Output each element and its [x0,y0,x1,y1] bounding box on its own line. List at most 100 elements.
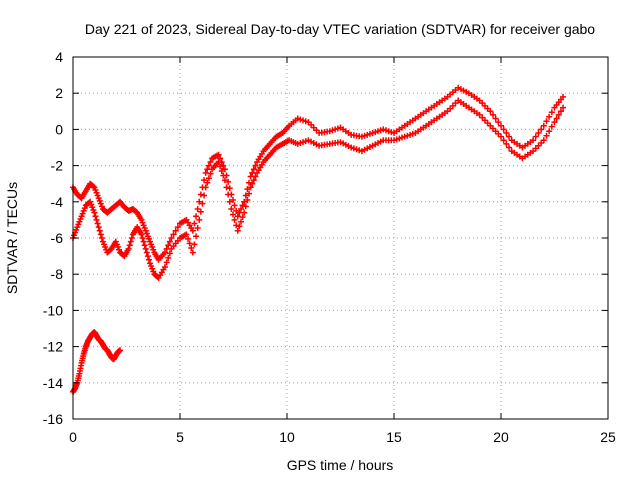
data-point [498,133,504,140]
data-series [70,84,567,395]
data-point [170,231,177,238]
data-point [207,158,214,165]
y-tick-label: 4 [55,49,63,65]
data-point [555,111,562,118]
data-point [168,235,175,241]
data-point [234,227,241,234]
data-point [218,168,225,175]
y-tick-label: -10 [43,302,63,318]
data-point [532,133,539,140]
data-point [165,242,172,249]
data-point [548,123,555,130]
data-point [93,216,100,223]
data-point [217,155,224,162]
data-point [246,179,253,186]
data-point [487,108,494,115]
data-point [242,203,249,210]
data-point [223,184,230,191]
data-point [239,202,246,209]
data-point [241,209,248,216]
data-point [138,231,145,238]
data-point [166,250,173,257]
y-tick-label: -14 [43,375,63,391]
data-point [503,140,510,147]
data-point [189,227,196,234]
data-point [139,235,146,241]
data-point [193,233,200,240]
axis-ticks: 0 5 10 15 20 25 -16 -14 -12 -10 -8 -6 -4 -2 0 2 4 [43,49,616,445]
data-point [560,104,567,111]
data-point [186,240,193,247]
x-tick-label: 10 [279,429,295,445]
y-tick-label: -16 [43,411,63,427]
data-point [237,206,244,213]
data-point [142,245,149,252]
data-point [228,206,235,213]
data-point [220,162,227,169]
data-point [183,231,190,238]
data-point [125,245,132,252]
data-point [503,130,510,137]
data-point [252,173,259,180]
data-point [202,169,209,176]
data-point [244,186,251,193]
data-point [226,198,233,205]
y-tick-label: 2 [55,85,63,101]
series-0 [70,84,567,263]
data-point [143,249,150,256]
data-point [189,249,196,256]
y-tick-label: -6 [51,230,64,246]
data-point [506,133,513,140]
data-point [498,122,504,129]
data-point [244,196,251,203]
data-point [540,137,547,144]
data-point [546,128,553,135]
data-point [204,179,211,186]
data-point [90,183,97,190]
x-tick-label: 20 [493,429,509,445]
data-point [221,177,228,184]
data-point [500,126,507,133]
data-point [225,191,232,198]
data-point [144,253,151,260]
data-point [205,162,212,169]
data-point [193,213,200,220]
data-point [236,223,243,230]
data-point [194,225,201,232]
data-point [205,175,212,182]
data-point [196,198,203,205]
x-axis-label: GPS time / hours [287,457,394,473]
data-point [548,109,555,116]
data-point [229,211,236,218]
data-point [560,93,567,100]
data-point [495,119,502,126]
data-point [551,119,558,126]
series-2 [70,329,124,395]
data-point [535,130,542,137]
data-point [163,259,170,266]
x-tick-label: 25 [600,429,616,445]
data-point [246,190,253,197]
data-point [250,166,257,173]
data-point [221,166,228,173]
data-point [215,151,222,158]
data-point [225,178,232,185]
data-point [126,242,133,249]
data-point [249,180,256,187]
data-point [191,241,198,248]
data-point [215,158,222,165]
data-point [546,113,553,120]
data-point [98,235,105,241]
data-point [166,238,173,245]
data-point [194,206,201,213]
data-point [127,238,134,245]
data-point [247,184,254,191]
data-point [95,224,102,231]
data-point [141,242,148,249]
data-point [543,132,550,139]
x-tick-label: 0 [69,429,77,445]
data-point [492,115,499,122]
y-tick-label: -4 [51,194,64,210]
data-point [229,196,236,203]
